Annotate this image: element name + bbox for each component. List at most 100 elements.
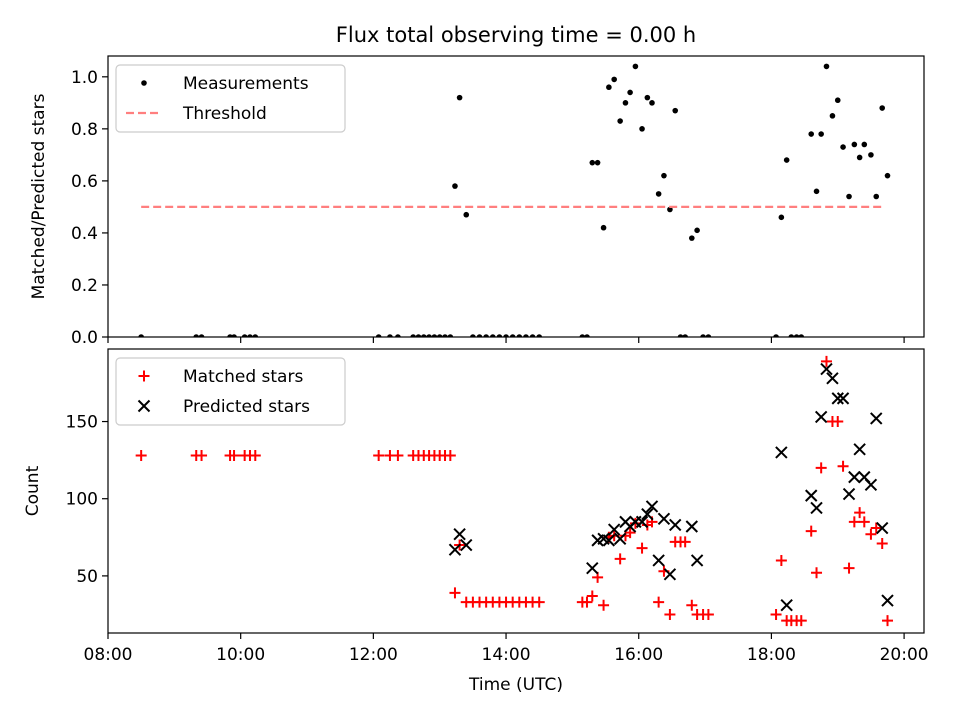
- matched-star-point: [854, 507, 866, 519]
- measurement-point: [818, 131, 824, 137]
- predicted-star-point: [685, 520, 699, 533]
- predicted-star-point: [842, 487, 856, 501]
- x-tick-label: 16:00: [614, 645, 663, 665]
- measurement-point: [793, 334, 800, 337]
- legend-label: Measurements: [183, 74, 309, 94]
- predicted-star-point: [657, 512, 671, 525]
- matched-star-point: [815, 462, 827, 474]
- measurement-point: [705, 334, 712, 337]
- predicted-star-point: [864, 478, 878, 492]
- measurement-point: [395, 334, 401, 337]
- x-tick-label: 14:00: [482, 645, 531, 665]
- measurement-point: [387, 334, 393, 337]
- measurement-point: [856, 154, 863, 161]
- predicted-star-point: [645, 500, 659, 513]
- measurement-point: [661, 172, 667, 179]
- matched-star-point: [533, 596, 545, 608]
- measurement-point: [247, 334, 253, 337]
- measurement-point: [834, 97, 841, 104]
- measurement-point: [700, 334, 706, 337]
- measurement-point: [689, 235, 695, 241]
- chart-title: Flux total observing time = 0.00 h: [336, 23, 696, 47]
- measurement-point: [846, 193, 852, 200]
- x-tick-label: 12:00: [349, 645, 398, 665]
- plot-area: [138, 63, 891, 337]
- axes-frame: [107, 348, 925, 634]
- measurement-point: [773, 334, 779, 337]
- measurement-point: [783, 157, 790, 163]
- measurement-point: [436, 334, 443, 337]
- matched-star-point: [686, 599, 698, 611]
- measurement-point: [579, 334, 586, 337]
- matched-star-point: [770, 608, 782, 620]
- measurement-point: [193, 334, 200, 337]
- measurement-point: [241, 334, 248, 337]
- measurement-point: [627, 89, 633, 96]
- matched-star-point: [858, 516, 870, 528]
- measurement-point: [639, 126, 645, 132]
- measurement-point: [655, 191, 662, 197]
- measurement-point: [694, 227, 700, 234]
- y-axis-label: Count: [23, 465, 43, 516]
- measurement-point: [672, 107, 679, 114]
- predicted-star-point: [453, 528, 466, 541]
- legend-marker-predicted: [137, 399, 151, 413]
- legend-box: [115, 64, 346, 133]
- matched-star-point: [196, 450, 208, 461]
- measurement-point: [426, 334, 432, 337]
- y-tick-label: 0.8: [71, 120, 98, 140]
- predicted-star-point: [881, 594, 894, 607]
- x-axis-label: Time (UTC): [468, 675, 563, 695]
- predicted-star-point: [586, 561, 599, 575]
- measurement-point: [584, 334, 590, 337]
- measurement-point: [420, 334, 427, 337]
- matched-star-point: [586, 590, 598, 602]
- measurement-point: [884, 172, 891, 179]
- measurement-point: [873, 193, 880, 200]
- measurement-point: [778, 214, 785, 221]
- legend-label: Matched stars: [183, 367, 303, 387]
- measurement-point: [851, 141, 858, 148]
- measurement-point: [375, 334, 382, 337]
- matched-star-point: [444, 450, 456, 461]
- matched-star-point: [653, 596, 665, 608]
- predicted-star-point: [805, 489, 818, 502]
- legend-marker-measurements: [141, 80, 147, 86]
- measurement-point: [611, 76, 617, 83]
- measurement-point: [456, 94, 463, 101]
- measurement-point: [463, 211, 470, 218]
- measurement-point: [861, 141, 868, 148]
- measurement-point: [829, 113, 836, 119]
- measurement-point: [415, 334, 422, 337]
- predicted-star-point: [460, 538, 473, 552]
- matched-star-point: [373, 450, 385, 461]
- predicted-star-point: [690, 554, 704, 567]
- y-tick-label: 150: [66, 413, 98, 433]
- top-panel: 0.0 0.2 0.4 0.6 0.8 1.0 Matched/Predicted star…: [29, 55, 925, 348]
- measurement-point: [447, 334, 454, 337]
- predicted-star-point: [848, 470, 861, 484]
- y-axis-label: Matched/Predicted stars: [29, 93, 49, 299]
- matched-star-point: [664, 608, 676, 620]
- matched-star-point: [135, 450, 147, 461]
- predicted-star-point: [831, 392, 844, 405]
- measurement-point: [798, 334, 805, 337]
- measurement-point: [476, 334, 483, 337]
- matched-star-point: [843, 562, 855, 574]
- measurement-point: [788, 334, 795, 337]
- measurement-point: [496, 334, 503, 337]
- matched-star-point: [702, 608, 714, 620]
- legend-label: Threshold: [182, 104, 267, 124]
- y-tick-label: 0.6: [71, 172, 98, 192]
- matched-star-point: [624, 527, 636, 539]
- predicted-star-point: [780, 599, 793, 612]
- x-tick-label: 08:00: [84, 645, 133, 665]
- measurement-point: [622, 100, 629, 106]
- matched-star-point: [775, 554, 787, 566]
- legend-label: Predicted stars: [183, 397, 310, 417]
- x-tick-label: 20:00: [880, 645, 929, 665]
- measurement-point: [594, 159, 601, 166]
- matched-star-point: [228, 450, 240, 461]
- measurement-point: [840, 144, 846, 150]
